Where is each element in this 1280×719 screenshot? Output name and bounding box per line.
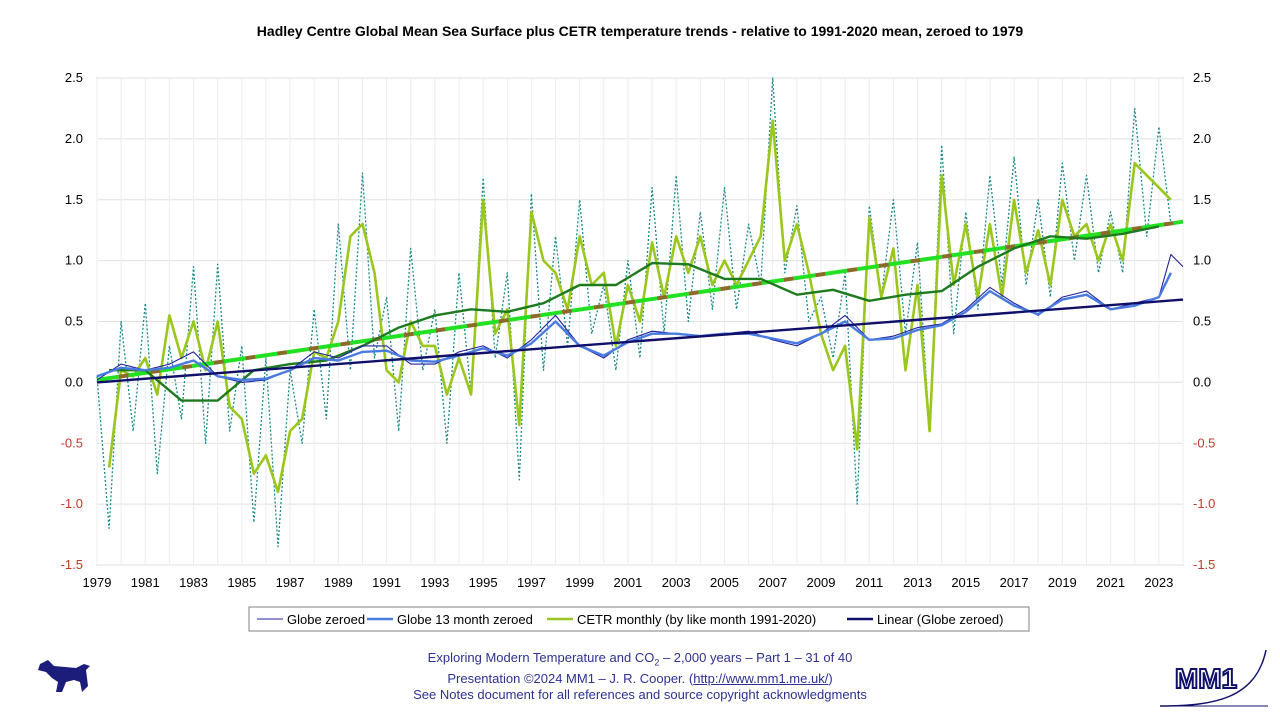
mm1-link[interactable]: http://www.mm1.me.uk/ <box>693 670 829 686</box>
y-left-tick-label: -0.5 <box>61 435 83 450</box>
series-line-5 <box>96 272 1172 382</box>
y-right-tick-label: -0.5 <box>1193 435 1215 450</box>
chart-title: Hadley Centre Global Mean Sea Surface pl… <box>257 23 1024 39</box>
x-tick-label: 2017 <box>1000 575 1029 590</box>
footer: Exploring Modern Temperature and CO2 – 2… <box>300 650 980 703</box>
x-tick-label: 1983 <box>179 575 208 590</box>
mm1-logo-text: MM1 <box>1175 663 1237 694</box>
x-tick-label: 1991 <box>372 575 401 590</box>
y-right-tick-label: -1.5 <box>1193 557 1215 572</box>
footer-line-1: Exploring Modern Temperature and CO2 – 2… <box>427 650 853 668</box>
y-left-tick-label: -1.0 <box>61 496 83 511</box>
y-right-tick-label: 1.0 <box>1193 253 1211 268</box>
x-tick-label: 2023 <box>1144 575 1173 590</box>
x-tick-label: 1985 <box>227 575 256 590</box>
y-left-tick-label: 0.0 <box>65 374 83 389</box>
y-left-tick-label: 2.5 <box>65 70 83 85</box>
x-tick-label: 1989 <box>324 575 353 590</box>
x-tick-label: 2009 <box>807 575 836 590</box>
y-right-tick-label: 2.0 <box>1193 131 1211 146</box>
x-tick-label: 2003 <box>662 575 691 590</box>
y-left-tick-label: 0.5 <box>65 314 83 329</box>
x-tick-label: 1997 <box>517 575 546 590</box>
y-right-tick-label: 0.0 <box>1193 374 1211 389</box>
series-line-2 <box>96 219 1184 382</box>
legend-label: Globe zeroed <box>287 612 365 627</box>
series-line-6 <box>96 298 1184 384</box>
x-tick-label: 2005 <box>710 575 739 590</box>
y-left-tick-label: 1.5 <box>65 192 83 207</box>
y-right-tick-label: 1.5 <box>1193 192 1211 207</box>
y-left-tick-label: 2.0 <box>65 131 83 146</box>
legend: Globe zeroed Globe 13 month zeroed CETR mo… <box>248 606 1030 632</box>
y-right-tick-label: 2.5 <box>1193 70 1211 85</box>
legend-box <box>248 606 1030 632</box>
legend-label: CETR monthly (by like month 1991-2020) <box>577 612 816 627</box>
x-tick-label: 2015 <box>951 575 980 590</box>
x-tick-label: 1995 <box>469 575 498 590</box>
series-line-0 <box>96 77 1172 548</box>
x-tick-label: 2001 <box>613 575 642 590</box>
axis-ticks: 2.5 2.5 2.0 2.0 1.5 1.5 1.0 1.0 0.5 0.5 0.0 0.0 -0.5… <box>61 70 1216 590</box>
series-line-2-overlay <box>96 219 1184 382</box>
x-tick-label: 1979 <box>83 575 112 590</box>
x-tick-label: 1981 <box>131 575 160 590</box>
mm1-logo: MM1 <box>1159 649 1268 707</box>
x-tick-label: 2019 <box>1048 575 1077 590</box>
y-left-tick-label: -1.5 <box>61 557 83 572</box>
x-tick-label: 2013 <box>903 575 932 590</box>
x-tick-label: 1987 <box>276 575 305 590</box>
x-tick-label: 2007 <box>758 575 787 590</box>
footer-line-3: See Notes document for all references an… <box>413 686 867 702</box>
x-tick-label: 2011 <box>855 575 883 590</box>
legend-label: Linear (Globe zeroed) <box>877 612 1003 627</box>
series-line-3 <box>109 225 1160 402</box>
y-right-tick-label: -1.0 <box>1193 496 1215 511</box>
x-tick-label: 2021 <box>1096 575 1125 590</box>
y-left-tick-label: 1.0 <box>65 253 83 268</box>
x-tick-label: 1993 <box>420 575 449 590</box>
dog-icon <box>38 660 90 692</box>
y-right-tick-label: 0.5 <box>1193 314 1211 329</box>
legend-label: Globe 13 month zeroed <box>397 612 533 627</box>
x-tick-label: 1999 <box>565 575 594 590</box>
series-layer <box>96 77 1184 548</box>
footer-line-2: Presentation ©2024 MM1 – J. R. Cooper. (… <box>447 670 833 686</box>
